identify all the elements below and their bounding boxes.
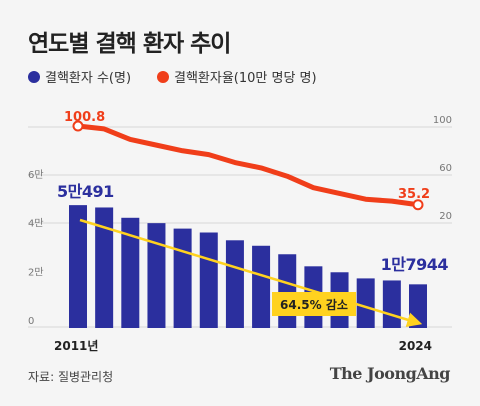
brand-logo: The JoongAng (329, 364, 451, 383)
bar (225, 240, 244, 328)
first-line-value-label: 100.8 (64, 110, 105, 125)
right-axis-tick-label: 100 (433, 115, 452, 126)
left-axis-tick-label: 6만 (28, 169, 44, 181)
bar (382, 280, 401, 328)
line-series-rate (72, 120, 424, 211)
trend-arrow (79, 218, 423, 327)
bar (121, 217, 140, 328)
bar (199, 232, 218, 328)
legend-swatch-rate (157, 70, 169, 83)
source-note: 자료: 질병관리청 (28, 370, 114, 384)
chart-title: 연도별 결핵 환자 추이 (28, 31, 231, 57)
bar (252, 245, 271, 328)
legend-label-patients: 결핵환자 수(명) (45, 71, 132, 86)
bar (147, 223, 166, 328)
rate-endpoint (412, 199, 424, 211)
right-axis-tick-label: 20 (439, 211, 452, 222)
legend-swatch-patients (28, 70, 40, 83)
rate-line (75, 123, 421, 208)
legend-label-rate: 결핵환자율(10만 명당 명) (174, 71, 317, 86)
bar (356, 278, 375, 328)
legend-item-patients: 결핵환자 수(명) (28, 67, 131, 86)
axis-ticks: 0 2만 4만 6만 20 60 100 (28, 115, 452, 327)
bar (69, 205, 87, 328)
bar (173, 228, 192, 328)
left-axis-tick-label: 2만 (28, 266, 44, 278)
last-line-value-label: 35.2 (398, 187, 430, 202)
data-labels: 5만491 1만7944 100.8 35.2 64.5% 감소 2011년 2024 (54, 110, 449, 353)
rate-endpoint (72, 120, 84, 132)
left-axis-tick-label: 0 (28, 316, 34, 327)
left-axis-tick-label: 4만 (28, 218, 44, 230)
bar (278, 254, 297, 328)
legend-item-rate: 결핵환자율(10만 명당 명) (157, 67, 317, 86)
bar (95, 207, 114, 328)
right-axis-tick-label: 60 (439, 163, 452, 174)
trend-label-box (272, 292, 356, 316)
x-tick-label-first: 2011년 (54, 339, 98, 353)
x-tick-label-last: 2024 (399, 339, 432, 353)
first-bar-value-label: 5만491 (57, 182, 114, 201)
last-bar-value-label: 1만7944 (381, 255, 449, 274)
trend-label: 64.5% 감소 (280, 297, 348, 312)
trend-arrow-line (79, 218, 423, 327)
